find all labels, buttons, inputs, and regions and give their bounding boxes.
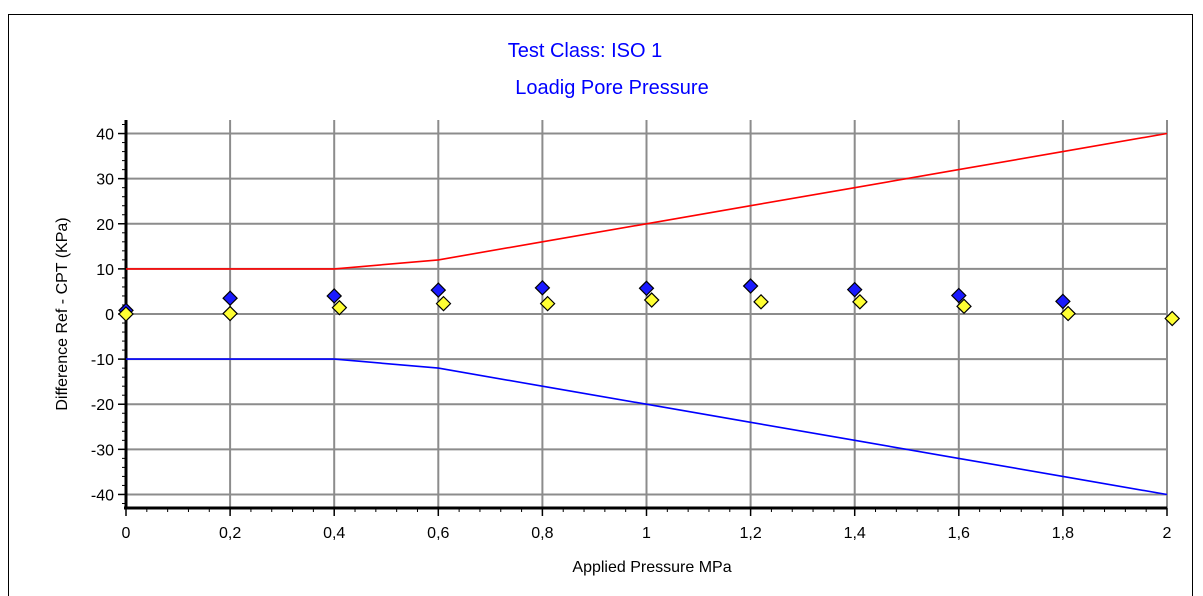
x-tick-label: 0,8 — [531, 525, 553, 542]
diamond-marker — [643, 292, 660, 308]
diamond-marker — [435, 295, 452, 312]
diamond-marker — [534, 279, 551, 296]
x-tick-label: 0 — [122, 525, 131, 542]
diamond-marker — [118, 306, 134, 322]
diamond-marker — [1060, 305, 1076, 322]
x-tick-label: 1,6 — [948, 525, 970, 542]
diamond-marker — [326, 288, 343, 304]
x-tick-label: 1,4 — [844, 525, 866, 542]
diamond-marker — [222, 290, 238, 307]
series-group — [118, 132, 1181, 496]
diamond-marker — [539, 295, 556, 312]
grid-lines — [126, 120, 1168, 508]
y-axis-label: Difference Ref - CPT (KPa) — [54, 217, 71, 410]
chart-frame — [8, 14, 1193, 596]
y-tick-label: 0 — [105, 307, 114, 324]
x-tick-label: 1,8 — [1052, 525, 1074, 542]
y-tick-label: 10 — [96, 262, 114, 279]
diamond-marker — [950, 287, 967, 304]
diamond-marker — [331, 299, 348, 316]
y-tick-label: 20 — [96, 217, 114, 234]
y-tick-label: -10 — [91, 352, 114, 369]
chart-subtitle: Loadig Pore Pressure — [515, 77, 708, 99]
diamond-marker — [638, 280, 655, 297]
diamond-marker — [742, 278, 759, 294]
diamond-marker — [1055, 293, 1071, 310]
y-tick-label: -40 — [91, 487, 114, 504]
diamond-marker — [846, 281, 863, 298]
x-tick-label: 1 — [642, 525, 651, 542]
diamond-marker — [753, 293, 769, 310]
x-tick-labels: 0 0,2 0,4 0,6 0,8 1 1,2 1,4 1,6 1,8 2 — [122, 525, 1172, 542]
chart-title: Test Class: ISO 1 — [508, 40, 663, 62]
x-tick-label: 0,6 — [427, 525, 449, 542]
x-tick-label: 0,4 — [323, 525, 345, 542]
y-tick-labels: 40 30 20 10 0 -10 -20 -30 -40 — [91, 127, 114, 505]
diamond-marker — [1164, 310, 1181, 327]
series-line-0 — [126, 132, 1168, 270]
diamond-marker — [430, 282, 447, 298]
y-tick-label: -30 — [91, 442, 114, 459]
diamond-marker — [956, 298, 972, 315]
x-tick-label: 2 — [1163, 525, 1172, 542]
series-line-1 — [126, 358, 1168, 496]
diamond-marker — [852, 293, 868, 310]
x-tick-label: 1,2 — [739, 525, 761, 542]
y-tick-label: 30 — [96, 172, 114, 189]
y-tick-label: 40 — [96, 127, 114, 144]
x-axis-label: Applied Pressure MPa — [572, 559, 731, 576]
y-tick-label: -20 — [91, 397, 114, 414]
diamond-marker — [222, 305, 238, 322]
x-tick-label: 0,2 — [219, 525, 241, 542]
